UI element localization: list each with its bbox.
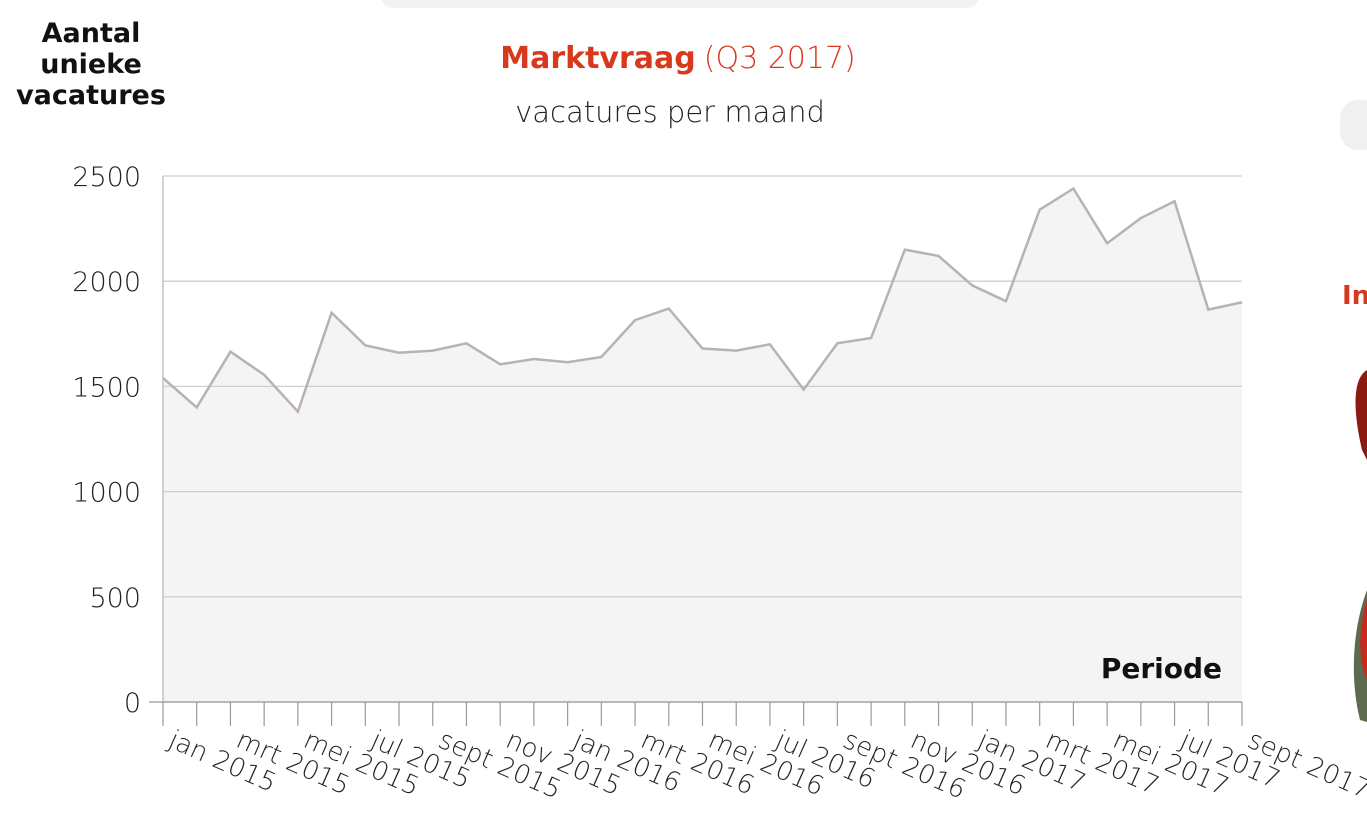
decor-shape: [1355, 370, 1367, 460]
decor-shadow: [381, 0, 979, 8]
chart-title-group: Marktvraag (Q3 2017): [500, 41, 856, 76]
y-axis-title: Aantal unieke vacatures: [16, 18, 166, 112]
fragment-text: In: [1342, 281, 1367, 311]
decor-shape: [1360, 600, 1367, 680]
line: [162, 186, 1243, 415]
y-tick-label: 2000: [72, 267, 141, 298]
x-axis-title: Periode: [1101, 652, 1222, 685]
chart-title-period: (Q3 2017): [704, 41, 856, 76]
y-tick-label: 1000: [72, 478, 141, 509]
chart-subtitle: vacatures per maand: [515, 95, 825, 129]
y-tick-label: 1500: [72, 372, 141, 403]
decor-shadow: [1340, 100, 1367, 150]
y-tick-label: 500: [89, 583, 141, 614]
y-tick-label: 0: [124, 688, 141, 719]
area: [163, 188, 1242, 702]
y-tick-label: 2500: [72, 162, 141, 193]
chart-title: Marktvraag: [500, 41, 696, 76]
